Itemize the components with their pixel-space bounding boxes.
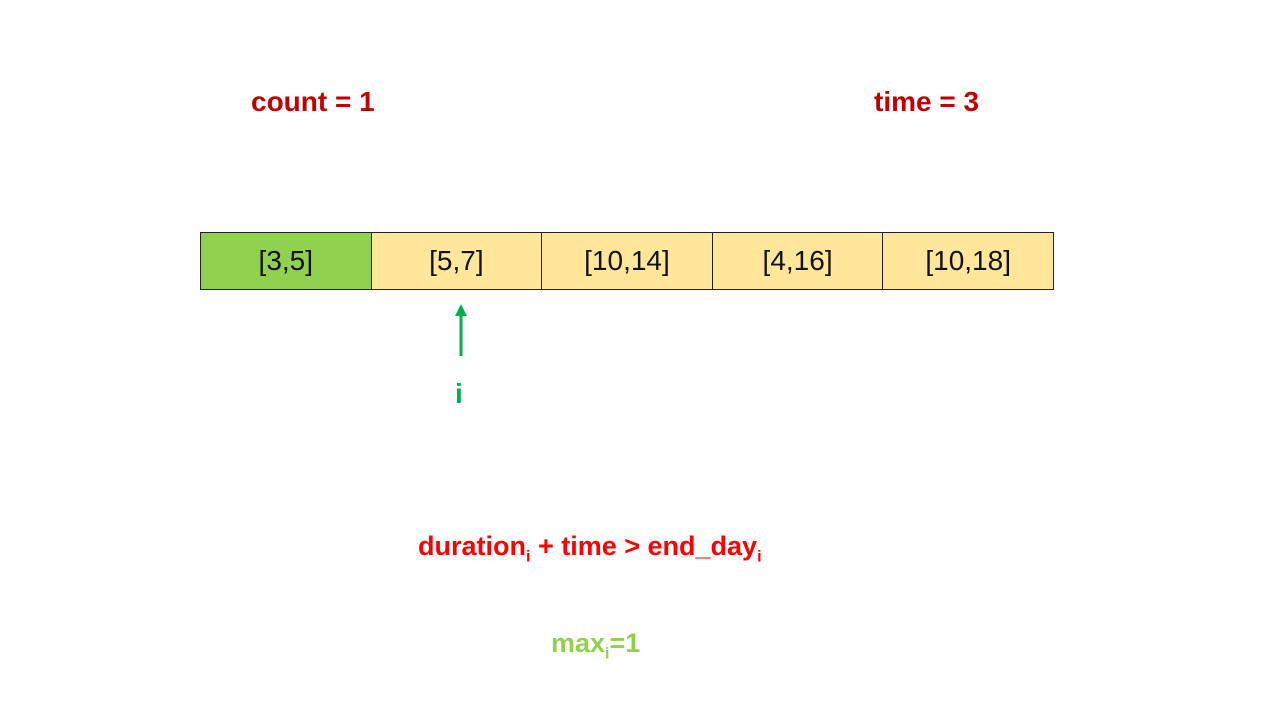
array-cell: [5,7] bbox=[371, 233, 543, 289]
pointer-label: i bbox=[455, 378, 463, 409]
array-cell: [3,5] bbox=[201, 233, 372, 289]
max-subscript: i bbox=[605, 645, 610, 663]
interval-array: [3,5] [5,7] [10,14] [4,16] [10,18] bbox=[200, 232, 1054, 290]
condition-subscript: i bbox=[757, 548, 762, 566]
condition-subscript: i bbox=[526, 548, 531, 566]
time-label: time = 3 bbox=[874, 86, 980, 117]
condition-part: duration bbox=[418, 531, 526, 561]
count-label: count = 1 bbox=[251, 86, 375, 117]
array-cell: [4,16] bbox=[712, 233, 884, 289]
max-formula: maxi=1 bbox=[551, 628, 640, 663]
max-suffix: =1 bbox=[609, 628, 641, 658]
array-cell: [10,18] bbox=[883, 233, 1053, 289]
array-cell: [10,14] bbox=[542, 233, 713, 289]
condition-part: + time > end_day bbox=[530, 531, 758, 561]
condition-formula: durationi + time > end_dayi bbox=[418, 531, 762, 566]
max-prefix: max bbox=[551, 628, 606, 658]
pointer-arrow-icon bbox=[455, 304, 467, 356]
